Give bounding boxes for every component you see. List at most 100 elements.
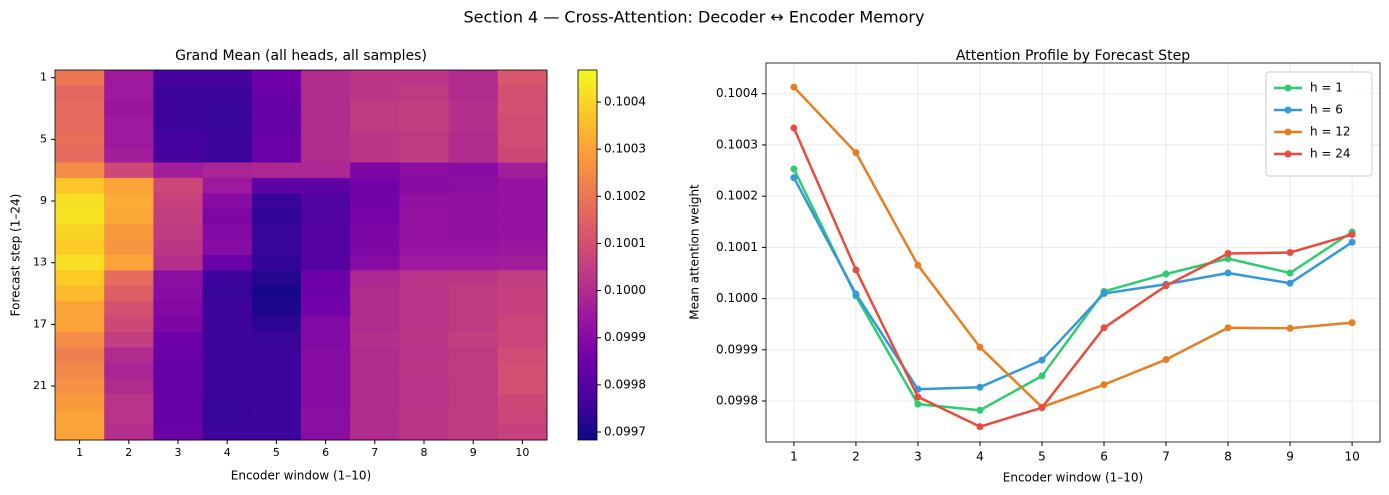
heatmap-cell bbox=[55, 316, 105, 333]
y-tick-label: 0.1004 bbox=[716, 86, 758, 100]
heatmap-cell bbox=[497, 255, 548, 271]
y-axis-label: Mean attention weight bbox=[688, 184, 702, 320]
heatmap-cell bbox=[153, 378, 204, 395]
heatmap-cell bbox=[202, 147, 253, 163]
heatmap-cell bbox=[104, 270, 154, 287]
heatmap-cell bbox=[350, 208, 400, 225]
heatmap-cell bbox=[497, 332, 548, 348]
data-point bbox=[1100, 381, 1108, 389]
heatmap-cell bbox=[251, 393, 302, 410]
data-point bbox=[1038, 372, 1046, 380]
heatmap-cell bbox=[448, 270, 499, 287]
heatmap-cell bbox=[153, 301, 204, 318]
heatmap-cell bbox=[448, 285, 499, 302]
x-tick-label: 5 bbox=[1038, 450, 1046, 464]
data-point bbox=[1348, 319, 1356, 327]
heatmap-cell bbox=[202, 224, 253, 241]
heatmap-cell bbox=[497, 239, 548, 256]
heatmap-cell bbox=[55, 393, 105, 410]
heatmap-cell bbox=[55, 409, 105, 426]
x-axis-label: Encoder window (1–10) bbox=[231, 469, 371, 483]
heatmap-cell bbox=[301, 208, 351, 225]
x-axis-label: Encoder window (1–10) bbox=[1003, 471, 1143, 485]
heatmap-cell bbox=[448, 193, 499, 210]
x-tick-label: 9 bbox=[1286, 450, 1294, 464]
heatmap-cell bbox=[202, 316, 253, 333]
heatmap-cell bbox=[251, 162, 302, 179]
chart-title: Grand Mean (all heads, all samples) bbox=[175, 48, 427, 64]
data-point bbox=[914, 400, 922, 408]
legend-label: h = 6 bbox=[1310, 103, 1343, 117]
heatmap-cell bbox=[104, 255, 154, 271]
heatmap-cell bbox=[350, 332, 400, 348]
colorbar-tick-label: 0.0998 bbox=[604, 377, 646, 391]
x-tick-label: 3 bbox=[175, 446, 182, 459]
data-point bbox=[1100, 324, 1108, 332]
heatmap-cell bbox=[448, 131, 499, 148]
heatmap-cell bbox=[55, 362, 105, 379]
heatmap-cell bbox=[202, 162, 253, 179]
heatmap-cell bbox=[55, 224, 105, 241]
heatmap-cell bbox=[153, 393, 204, 410]
heatmap-cell bbox=[350, 424, 400, 441]
x-tick-label: 4 bbox=[224, 446, 231, 459]
heatmap-cell bbox=[350, 378, 400, 395]
data-point bbox=[1348, 231, 1356, 239]
heatmap-cell bbox=[55, 177, 105, 194]
data-point bbox=[1224, 269, 1232, 277]
heatmap-cell bbox=[301, 70, 351, 86]
heatmap-cell bbox=[104, 347, 154, 364]
heatmap-cell bbox=[399, 255, 450, 271]
heatmap-cell bbox=[301, 162, 351, 179]
heatmap-cell bbox=[497, 301, 548, 318]
heatmap-cell bbox=[55, 285, 105, 302]
y-tick-label: 13 bbox=[33, 256, 47, 269]
y-tick-label: 5 bbox=[40, 132, 47, 145]
heatmap-cell bbox=[497, 162, 548, 179]
heatmap-cell bbox=[202, 131, 253, 148]
heatmap-cell bbox=[350, 239, 400, 256]
x-tick-label: 2 bbox=[852, 450, 860, 464]
heatmap-cell bbox=[251, 409, 302, 426]
data-point bbox=[852, 290, 860, 298]
colorbar-tick-label: 0.1000 bbox=[604, 283, 646, 297]
heatmap-cell bbox=[104, 393, 154, 410]
heatmap-cell bbox=[448, 177, 499, 194]
heatmap-cell bbox=[448, 347, 499, 364]
data-point bbox=[1224, 250, 1232, 258]
heatmap-cell bbox=[153, 208, 204, 225]
heatmap-cell bbox=[55, 147, 105, 163]
heatmap-cell bbox=[497, 70, 548, 86]
heatmap-cell bbox=[497, 177, 548, 194]
heatmap-cell bbox=[153, 147, 204, 163]
data-point bbox=[1348, 238, 1356, 246]
heatmap-cell bbox=[448, 424, 499, 441]
heatmap-cell bbox=[399, 347, 450, 364]
heatmap-cell bbox=[350, 224, 400, 241]
heatmap-cell bbox=[350, 316, 400, 333]
x-tick-label: 8 bbox=[421, 446, 428, 459]
plot-frame bbox=[765, 62, 1381, 443]
heatmap-cell bbox=[104, 409, 154, 426]
heatmap-cell bbox=[202, 116, 253, 133]
x-tick-label: 6 bbox=[322, 446, 329, 459]
y-tick-label: 1 bbox=[40, 71, 47, 84]
heatmap-cell bbox=[251, 316, 302, 333]
data-point bbox=[1224, 255, 1232, 263]
heatmap-cell bbox=[497, 224, 548, 241]
heatmap-cell bbox=[497, 100, 548, 117]
heatmap-cell bbox=[448, 239, 499, 256]
heatmap-cell bbox=[153, 285, 204, 302]
heatmap-cell bbox=[399, 285, 450, 302]
heatmap-cell bbox=[350, 85, 400, 102]
heatmap-cell bbox=[104, 285, 154, 302]
heatmap-cell bbox=[202, 255, 253, 271]
heatmap-cell bbox=[153, 255, 204, 271]
heatmap-cell bbox=[301, 424, 351, 441]
data-point bbox=[790, 174, 798, 182]
data-point bbox=[1286, 249, 1294, 256]
series-line bbox=[792, 168, 1353, 412]
heatmap-cell bbox=[497, 285, 548, 302]
colorbar-tick-label: 0.1004 bbox=[604, 95, 646, 109]
